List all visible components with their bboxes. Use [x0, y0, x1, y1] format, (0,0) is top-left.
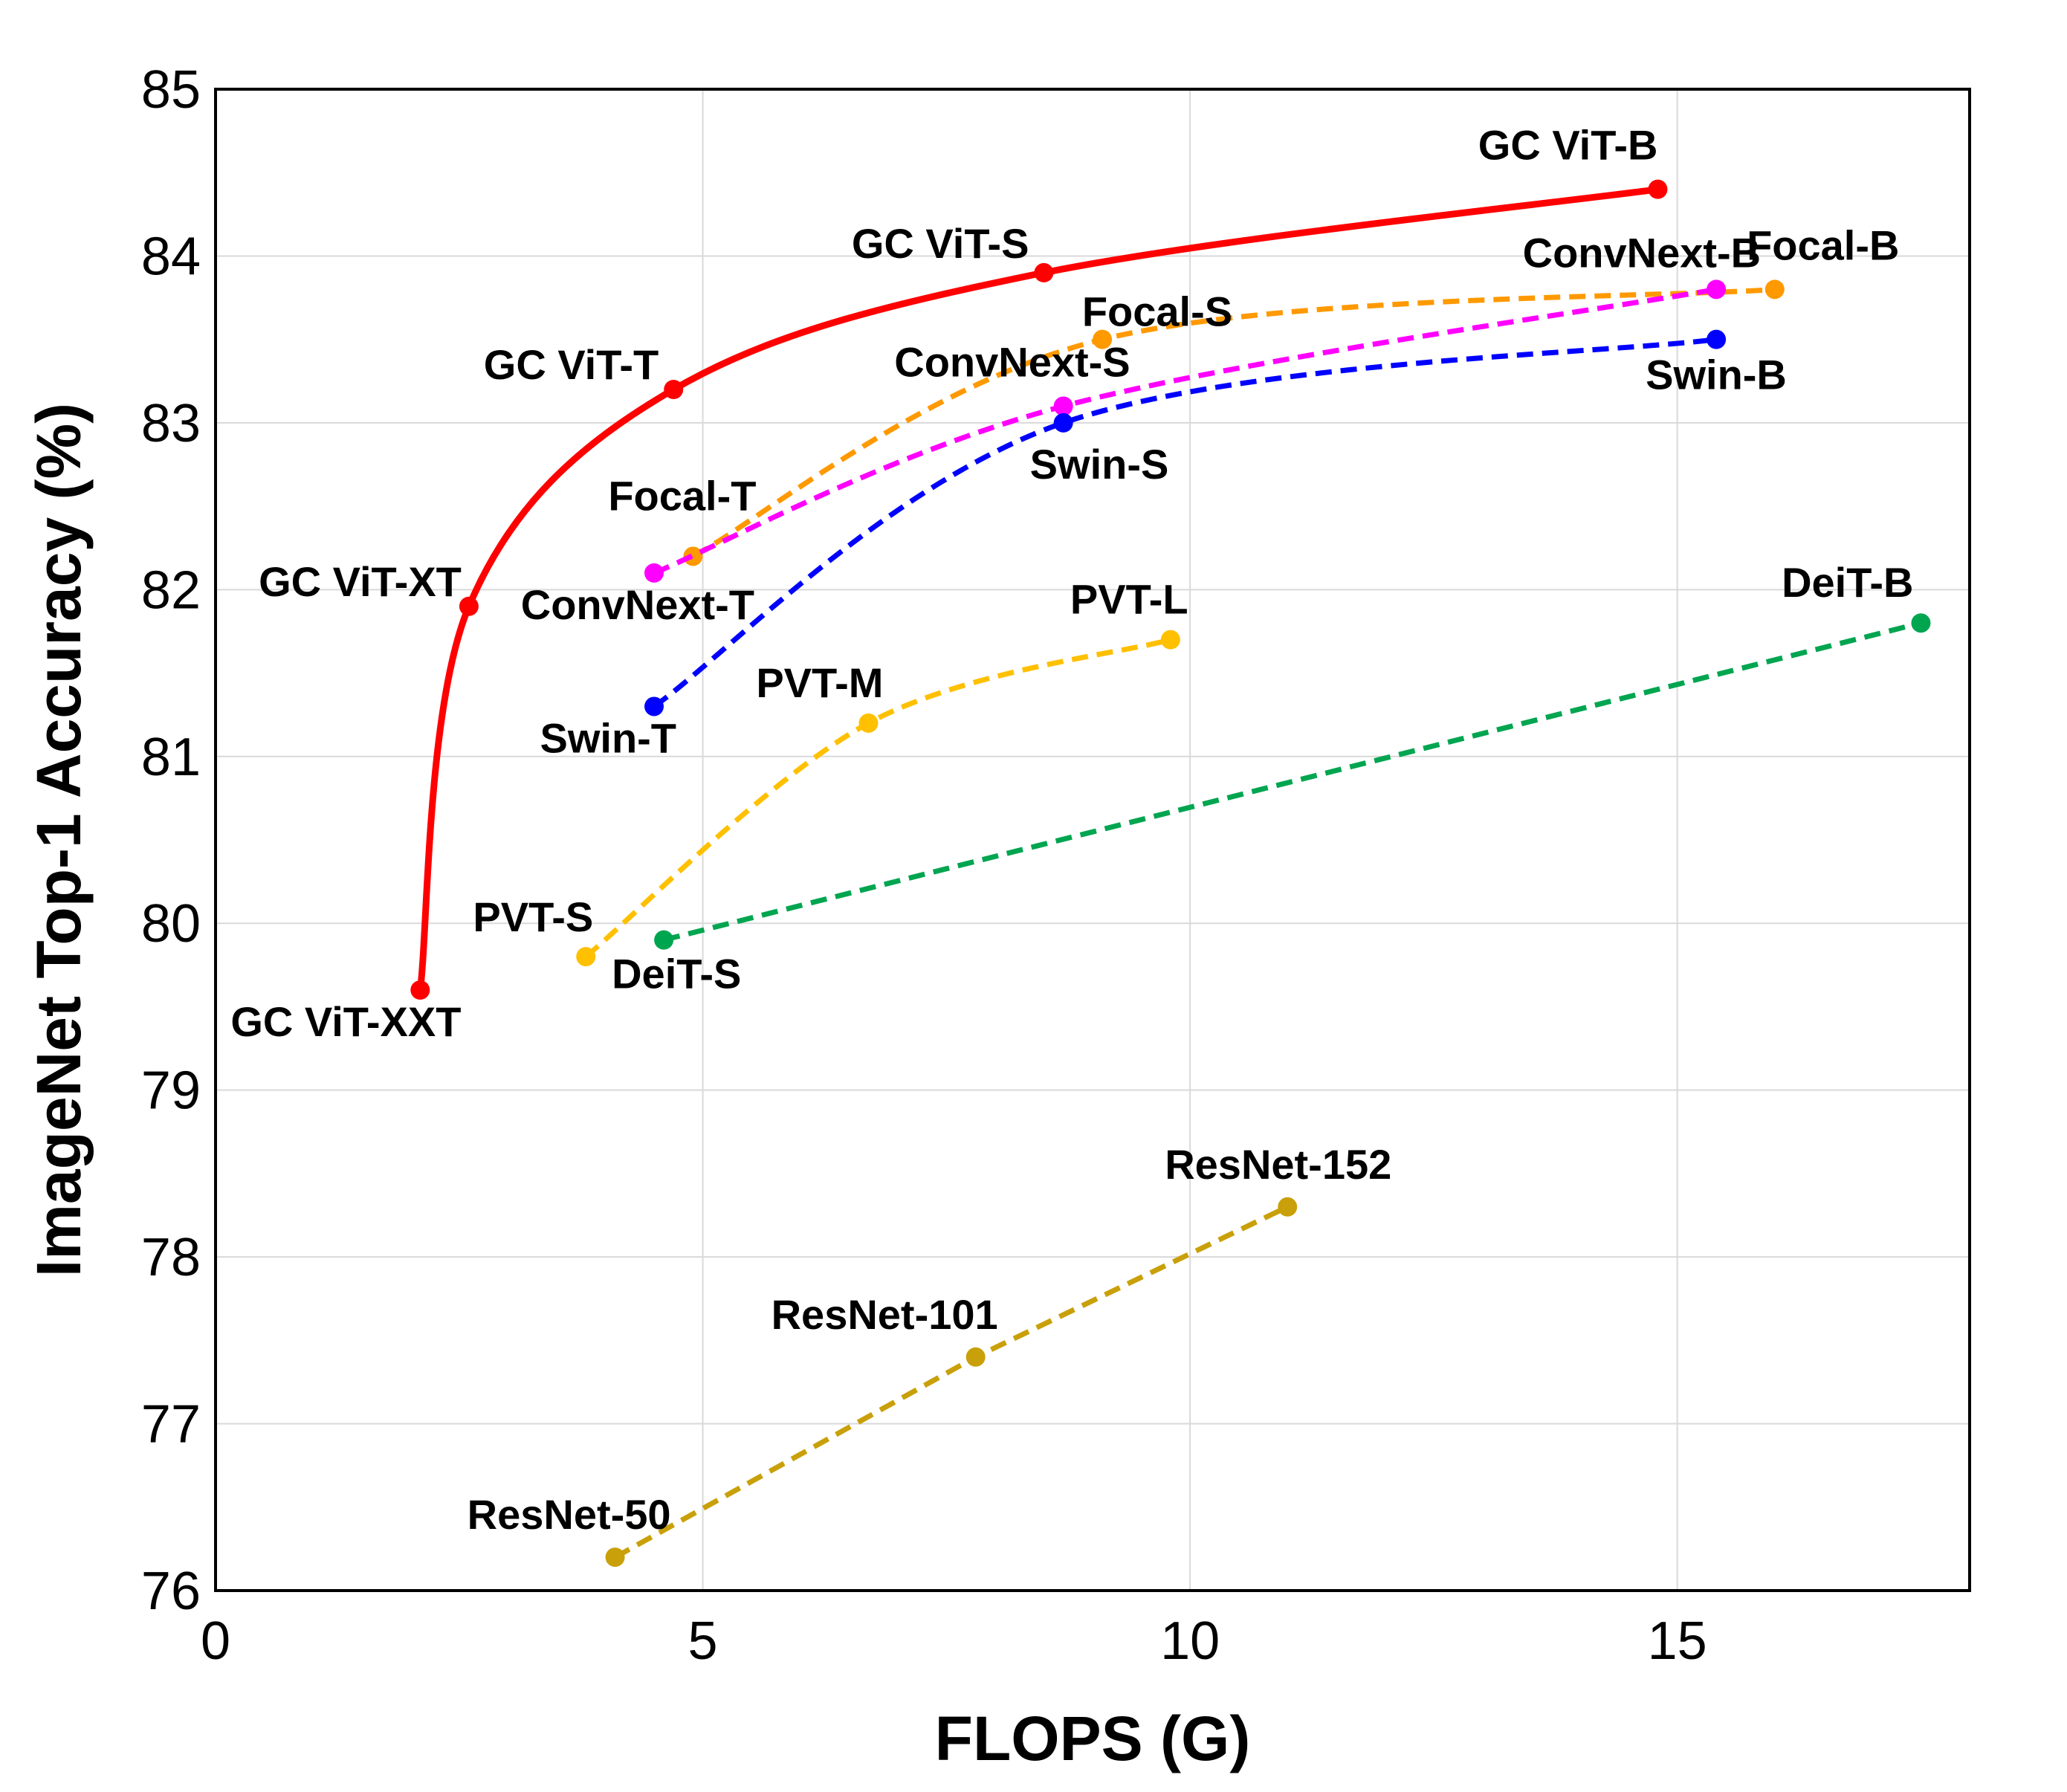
point-label-swin-b: Swin-B: [1646, 352, 1787, 398]
point-convnext-s: [1053, 396, 1073, 416]
x-axis-title: FLOPS (G): [935, 1704, 1251, 1773]
point-swin-t: [644, 696, 664, 717]
point-label-deit-s: DeiT-S: [612, 951, 741, 997]
point-label-focal-t: Focal-T: [608, 472, 756, 519]
grid: [216, 89, 1970, 1591]
point-convnext-b: [1707, 279, 1727, 300]
y-tick-label: 80: [141, 894, 201, 954]
point-label-convnext-t: ConvNext-T: [521, 581, 754, 628]
point-focal-t: [683, 546, 703, 566]
point-label-pvt-s: PVT-S: [473, 893, 593, 940]
y-axis-title: ImageNet Top-1 Accuracy (%): [24, 403, 94, 1277]
point-label-gc-vit-t: GC ViT-T: [484, 341, 659, 388]
point-swin-b: [1707, 329, 1727, 349]
x-tick-label: 15: [1648, 1611, 1707, 1671]
point-label-pvt-m: PVT-M: [756, 659, 883, 706]
point-label-gc-vit-xxt: GC ViT-XXT: [230, 998, 461, 1045]
point-pvt-s: [576, 947, 596, 967]
y-tick-label: 84: [141, 227, 201, 286]
point-focal-s: [1093, 329, 1113, 349]
y-tick-label: 85: [141, 60, 201, 120]
series-convnext: [644, 279, 1727, 583]
point-label-swin-t: Swin-T: [540, 714, 676, 761]
series-line-convnext: [653, 286, 1717, 576]
series-line-deit: [663, 620, 1922, 943]
y-tick-label: 82: [141, 560, 201, 620]
point-label-gc-vit-s: GC ViT-S: [852, 220, 1029, 267]
point-label-gc-vit-b: GC ViT-B: [1478, 122, 1658, 169]
point-label-convnext-b: ConvNext-B: [1523, 229, 1761, 276]
point-label-deit-b: DeiT-B: [1782, 559, 1913, 606]
point-gc-vit-t: [664, 380, 684, 399]
y-tick-label: 79: [141, 1061, 201, 1121]
point-label-gc-vit-xt: GC ViT-XT: [259, 558, 462, 605]
series-swin: [644, 329, 1727, 717]
point-resnet-152: [1278, 1197, 1298, 1217]
y-tick-label: 83: [141, 394, 201, 453]
series-line-gc-vit: [416, 186, 1659, 991]
point-label-focal-s: Focal-S: [1082, 288, 1232, 335]
y-tick-label: 76: [141, 1562, 201, 1621]
axis-ticks: 76 77 78 79 80 81 82 83 84 85 0 5 10 15: [141, 60, 1707, 1671]
point-swin-s: [1053, 413, 1073, 433]
series-resnet: [605, 1197, 1298, 1568]
series: [410, 179, 1931, 1568]
point-focal-b: [1764, 279, 1785, 300]
point-pvt-m: [858, 713, 879, 733]
series-focal: [683, 279, 1785, 566]
plot-area-border: [214, 88, 1971, 1592]
point-label-pvt-l: PVT-L: [1070, 576, 1188, 623]
x-tick-label: 0: [201, 1611, 230, 1671]
x-tick-label: 5: [688, 1611, 718, 1671]
point-label-resnet-50: ResNet-50: [468, 1491, 671, 1538]
point-convnext-t: [644, 563, 664, 583]
point-gc-vit-b: [1648, 179, 1668, 199]
point-deit-b: [1911, 613, 1931, 633]
series-gc-vit: [410, 179, 1668, 1000]
y-tick-label: 78: [141, 1228, 201, 1287]
point-gc-vit-xxt: [410, 980, 430, 1000]
point-label-focal-b: Focal-B: [1747, 221, 1899, 268]
series-pvt: [576, 630, 1180, 967]
x-tick-label: 10: [1160, 1611, 1220, 1671]
point-resnet-50: [605, 1547, 625, 1568]
point-labels: GC ViT-XXT GC ViT-XT GC ViT-T GC ViT-S GC Vi…: [230, 122, 1913, 1538]
point-label-swin-s: Swin-S: [1030, 441, 1169, 488]
point-pvt-l: [1160, 630, 1180, 650]
point-resnet-101: [965, 1347, 986, 1367]
point-label-convnext-s: ConvNext-S: [894, 338, 1130, 385]
series-line-focal: [691, 286, 1776, 559]
point-label-resnet-101: ResNet-101: [772, 1291, 998, 1338]
series-deit: [654, 613, 1931, 950]
point-gc-vit-xt: [459, 596, 479, 616]
point-gc-vit-s: [1034, 262, 1054, 282]
point-label-resnet-152: ResNet-152: [1165, 1141, 1391, 1188]
y-tick-label: 81: [141, 728, 201, 787]
series-line-swin: [653, 337, 1717, 709]
point-deit-s: [654, 930, 674, 950]
y-tick-label: 77: [141, 1395, 201, 1455]
